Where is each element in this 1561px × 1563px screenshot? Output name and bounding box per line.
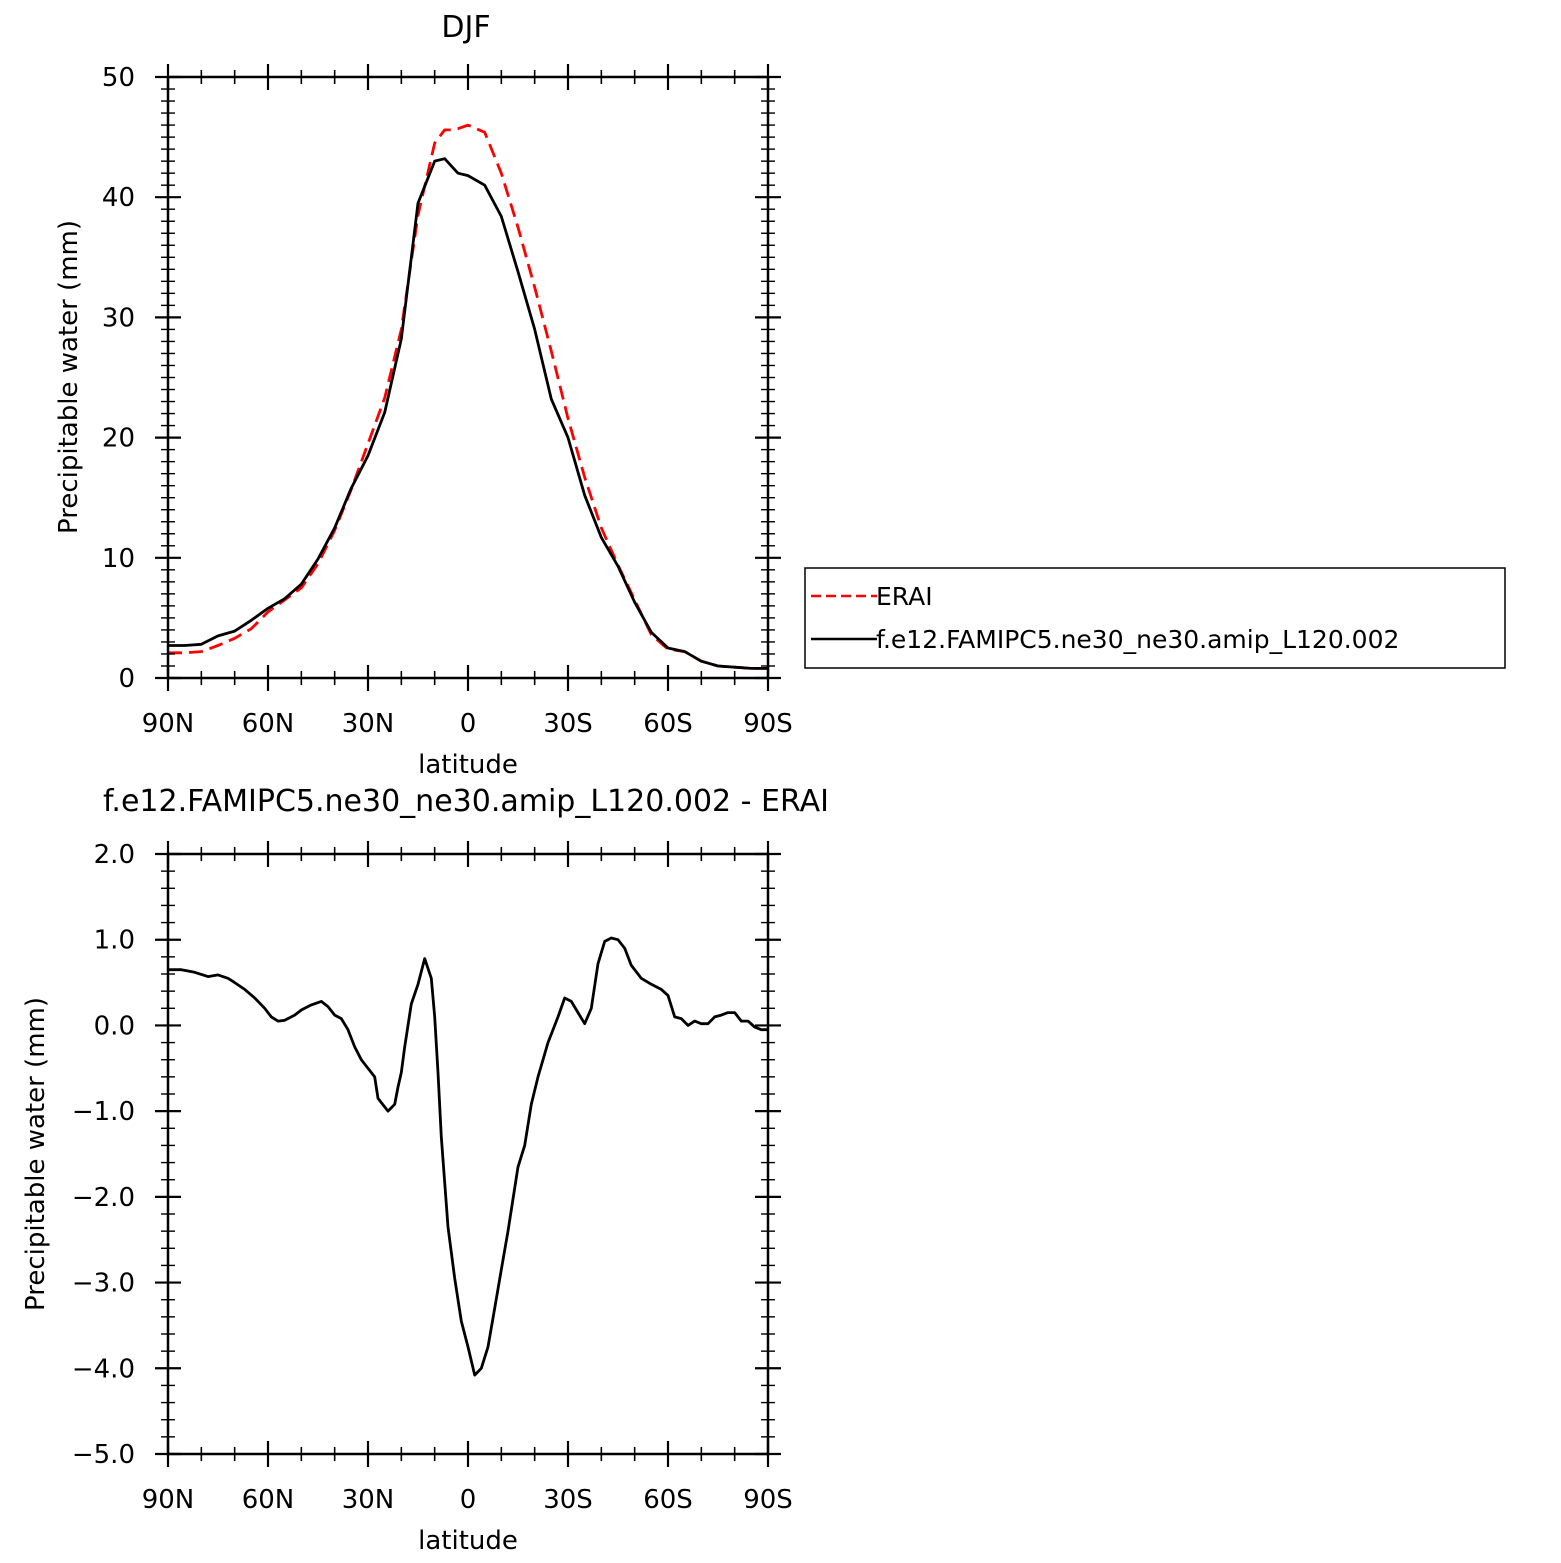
- bottom-x-tick-label: 60S: [643, 1485, 693, 1515]
- legend-label-erai: ERAI: [876, 582, 933, 611]
- bottom-x-tick-label: 30N: [342, 1485, 395, 1515]
- bottom-x-tick-label: 60N: [242, 1485, 295, 1515]
- bottom-y-axis-label: Precipitable water (mm): [21, 997, 51, 1311]
- bottom-x-tick-label: 90S: [743, 1485, 793, 1515]
- bottom-y-tick-label: 2.0: [94, 840, 135, 870]
- top-plot-frame: [166, 75, 770, 680]
- top-x-tick-label: 30N: [342, 709, 395, 739]
- bottom-y-tick-label: 1.0: [94, 926, 135, 956]
- top-x-tick-label: 30S: [543, 709, 593, 739]
- top-chart-title: DJF: [441, 10, 490, 45]
- bottom-x-tick-label: 0: [460, 1485, 477, 1515]
- top-y-tick-label: 40: [102, 183, 135, 213]
- top-series-line-1: [168, 157, 768, 670]
- top-series-layer: [168, 123, 768, 670]
- top-x-tick-label: 0: [460, 709, 477, 739]
- top-ticks-layer: 90N 60N 30N 0 30S 60S 90S 0 10 20 30 40 50: [102, 63, 793, 739]
- top-x-axis-label: latitude: [418, 750, 518, 780]
- top-panel: DJF 90N 60N 30N 0 30S 60S 90S 0 10 20 30 40 50 latit…: [54, 10, 1506, 780]
- top-x-tick-label: 60N: [242, 709, 295, 739]
- top-x-tick-label: 60S: [643, 709, 693, 739]
- bottom-plot-frame: [166, 852, 770, 1456]
- top-y-tick-label: 50: [102, 63, 135, 93]
- bottom-y-tick-label: −2.0: [72, 1183, 135, 1213]
- legend: ERAI f.e12.FAMIPC5.ne30_ne30.amip_L120.0…: [804, 567, 1506, 669]
- bottom-y-tick-label: −5.0: [72, 1440, 135, 1470]
- bottom-panel: f.e12.FAMIPC5.ne30_ne30.amip_L120.002 - …: [21, 784, 829, 1556]
- bottom-y-tick-label: −4.0: [72, 1354, 135, 1384]
- top-x-tick-label: 90N: [142, 709, 195, 739]
- bottom-series-line-0: [168, 936, 768, 1377]
- legend-label-model: f.e12.FAMIPC5.ne30_ne30.amip_L120.002: [876, 625, 1399, 654]
- bottom-chart-title: f.e12.FAMIPC5.ne30_ne30.amip_L120.002 - …: [103, 784, 829, 819]
- top-x-tick-label: 90S: [743, 709, 793, 739]
- bottom-y-tick-label: −1.0: [72, 1097, 135, 1127]
- bottom-x-axis-label: latitude: [418, 1526, 518, 1556]
- bottom-y-tick-label: 0.0: [94, 1011, 135, 1041]
- top-y-tick-label: 30: [102, 303, 135, 333]
- bottom-x-tick-label: 90N: [142, 1485, 195, 1515]
- bottom-series-layer: [168, 936, 768, 1377]
- bottom-y-tick-label: −3.0: [72, 1269, 135, 1299]
- legend-box: [804, 567, 1506, 669]
- top-y-tick-label: 0: [118, 664, 135, 694]
- bottom-ticks-layer: 90N 60N 30N 0 30S 60S 90S 2.0 1.0 0.0 −1.0 −2.0 −3.0…: [72, 840, 793, 1515]
- top-y-tick-label: 10: [102, 544, 135, 574]
- bottom-x-tick-label: 30S: [543, 1485, 593, 1515]
- top-y-axis-label: Precipitable water (mm): [54, 220, 84, 534]
- top-y-tick-label: 20: [102, 424, 135, 454]
- top-series-line-0: [168, 123, 768, 670]
